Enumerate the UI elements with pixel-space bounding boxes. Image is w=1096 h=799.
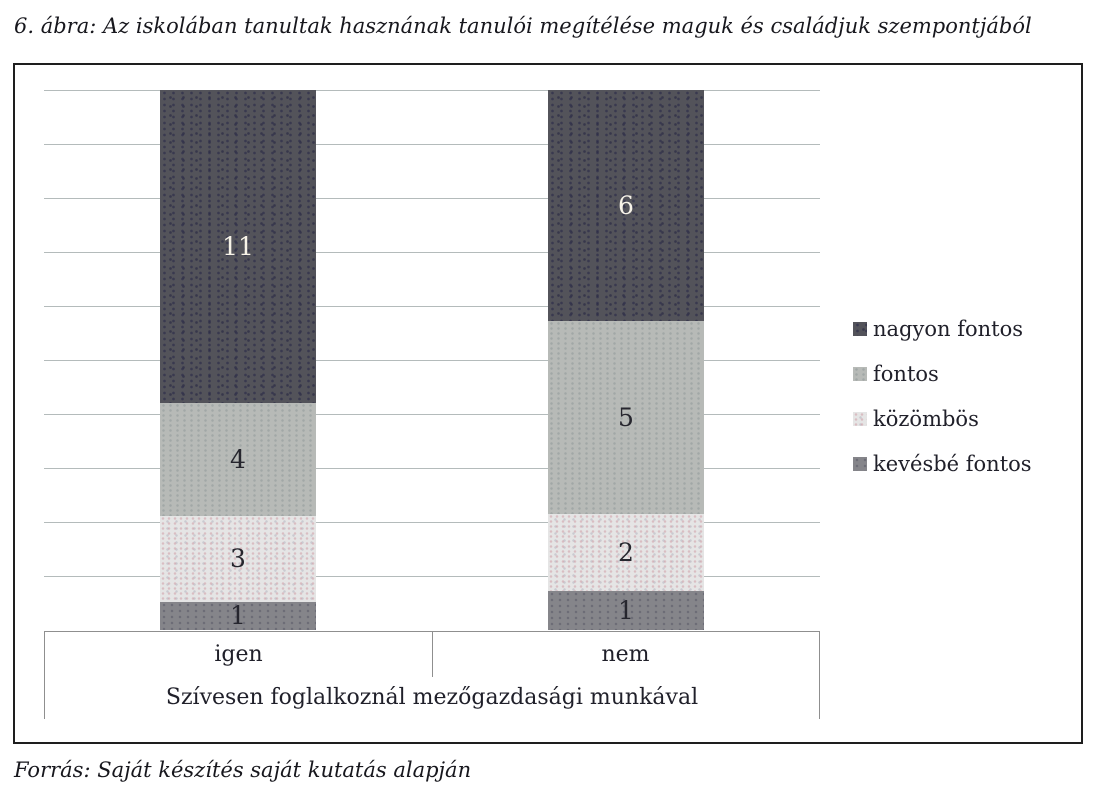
bar-segment: 1 <box>548 591 704 630</box>
gridline <box>44 198 820 199</box>
bar-segment-value: 4 <box>230 444 246 474</box>
bar-segment-value: 3 <box>230 544 246 574</box>
bar-segment-value: 1 <box>230 601 246 630</box>
category-label-nem: nem <box>601 641 650 667</box>
chart-frame: 11 4 3 1 6 5 2 1 igen nem Szívesen foglalkozná… <box>13 63 1083 744</box>
bar-segment-value: 5 <box>618 403 634 433</box>
bar-segment-value: 6 <box>618 191 634 221</box>
bar-segment-value: 11 <box>222 231 254 261</box>
gridline <box>44 414 820 415</box>
legend-label: kevésbé fontos <box>873 452 1032 476</box>
stacked-bar: 11 4 3 1 <box>160 90 316 630</box>
gridline <box>44 144 820 145</box>
gridline <box>44 306 820 307</box>
legend-label: fontos <box>873 362 939 386</box>
gridline <box>44 468 820 469</box>
gridline <box>44 90 820 91</box>
plot-area: 11 4 3 1 6 5 2 1 <box>44 90 820 630</box>
bar-segment: 2 <box>548 514 704 592</box>
legend-swatch <box>853 457 867 471</box>
legend-swatch <box>853 412 867 426</box>
bar-segment: 1 <box>160 601 316 630</box>
bar-segment: 3 <box>160 516 316 602</box>
axis-title: Szívesen foglalkoznál mezőgazdasági munk… <box>165 684 699 710</box>
category-row: igen nem <box>45 632 819 676</box>
bar-segment-value: 2 <box>618 538 634 568</box>
category-divider <box>432 632 433 677</box>
legend: nagyon fontos fontos közömbös kevésbé fo… <box>853 317 1032 498</box>
legend-swatch <box>853 367 867 381</box>
bar-segment-value: 1 <box>618 596 634 626</box>
category-axis: igen nem Szívesen foglalkoznál mezőgazda… <box>44 631 820 719</box>
gridline <box>44 360 820 361</box>
gridline <box>44 252 820 253</box>
bar-segment: 11 <box>160 90 316 403</box>
bar-segment: 4 <box>160 402 316 517</box>
legend-item: kevésbé fontos <box>853 452 1032 476</box>
bar-segment: 6 <box>548 90 704 322</box>
legend-item: fontos <box>853 362 1032 386</box>
figure-title: 6. ábra: Az iskolában tanultak hasznának… <box>14 14 1032 38</box>
bar-segment: 5 <box>548 321 704 515</box>
category-label-igen: igen <box>214 641 263 667</box>
legend-label: közömbös <box>873 407 979 431</box>
legend-item: közömbös <box>853 407 1032 431</box>
legend-swatch <box>853 322 867 336</box>
stacked-bar: 6 5 2 1 <box>548 90 704 630</box>
legend-item: nagyon fontos <box>853 317 1032 341</box>
legend-label: nagyon fontos <box>873 317 1023 341</box>
source-note: Forrás: Saját készítés saját kutatás ala… <box>14 758 472 782</box>
gridline <box>44 576 820 577</box>
gridline <box>44 522 820 523</box>
